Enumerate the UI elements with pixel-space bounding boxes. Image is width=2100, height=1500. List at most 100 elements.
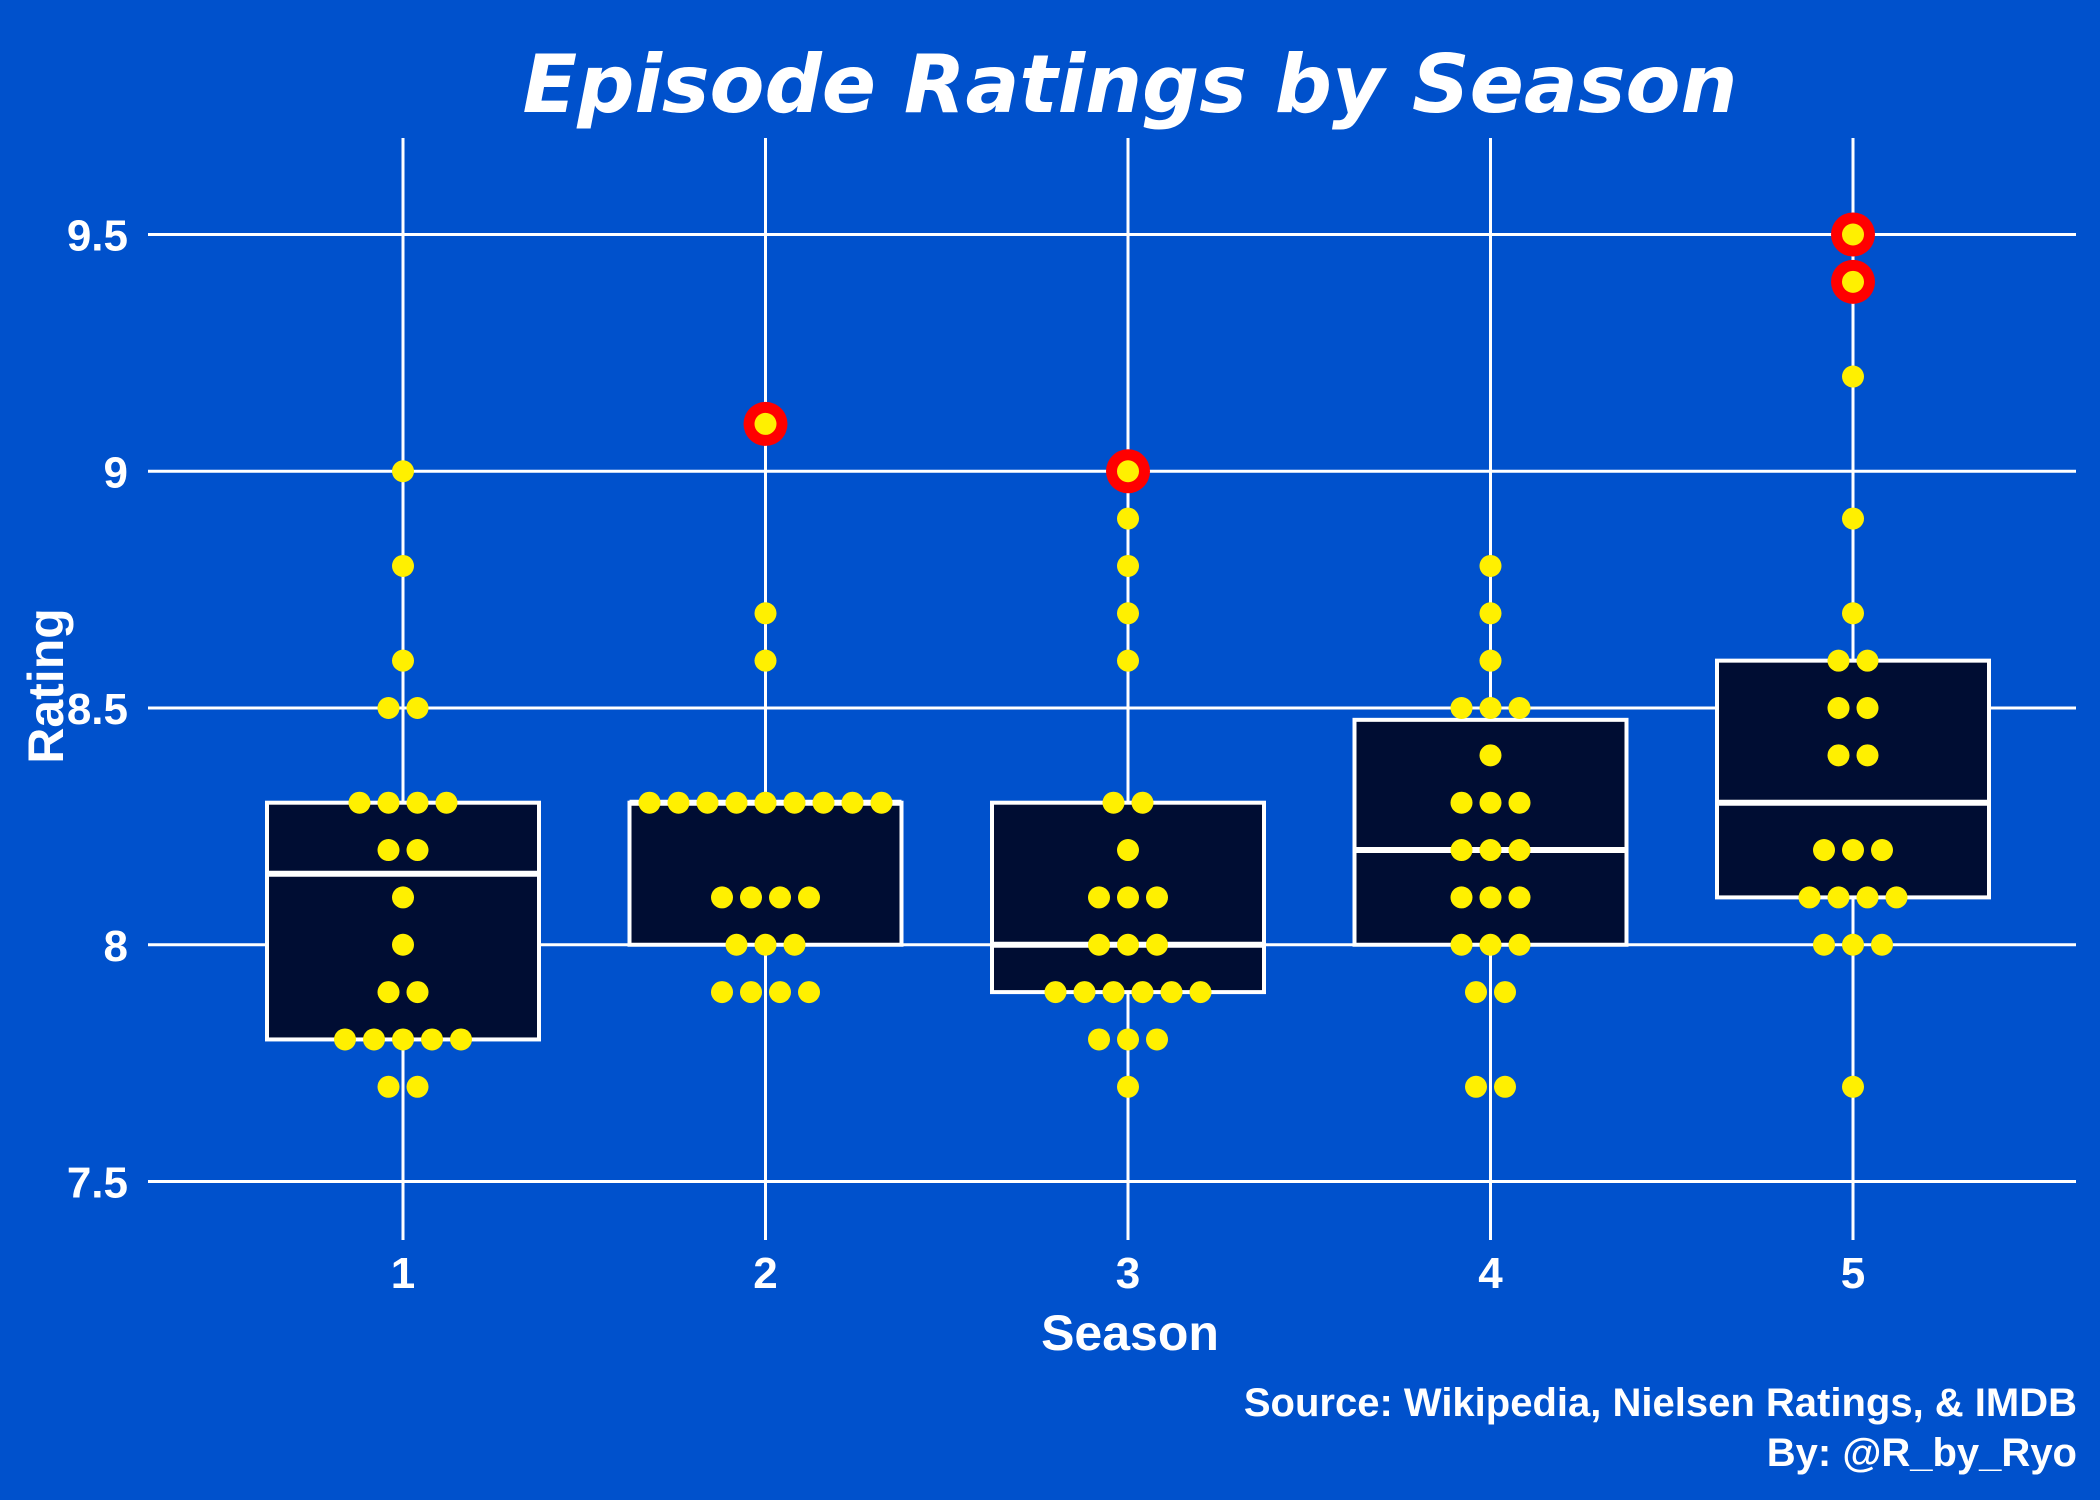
rating-point bbox=[1842, 1075, 1864, 1098]
rating-point bbox=[1450, 886, 1473, 909]
rating-point bbox=[1813, 839, 1835, 862]
rating-point bbox=[1479, 697, 1502, 719]
rating-point bbox=[1842, 933, 1864, 956]
caption-source: Source: Wikipedia, Nielsen Ratings, & IM… bbox=[1244, 1381, 2077, 1425]
x-tick-label: 3 bbox=[1116, 1249, 1140, 1298]
rating-point bbox=[392, 554, 414, 577]
rating-point bbox=[1450, 697, 1473, 719]
rating-point bbox=[812, 791, 835, 814]
rating-point bbox=[406, 697, 429, 719]
rating-point bbox=[406, 1075, 429, 1098]
rating-point bbox=[406, 839, 429, 862]
rating-point bbox=[754, 933, 777, 956]
rating-point bbox=[1856, 649, 1879, 672]
rating-point bbox=[1479, 886, 1502, 909]
rating-point bbox=[783, 933, 806, 956]
rating-point bbox=[783, 791, 806, 814]
rating-point bbox=[754, 649, 777, 672]
rating-point bbox=[1131, 791, 1154, 814]
rating-point bbox=[1131, 981, 1154, 1004]
rating-point bbox=[798, 886, 820, 909]
rating-point bbox=[1479, 839, 1502, 862]
rating-point bbox=[1842, 507, 1864, 530]
rating-point bbox=[377, 981, 400, 1004]
rating-point bbox=[1088, 1028, 1110, 1051]
rating-point bbox=[1102, 791, 1125, 814]
box-season-4 bbox=[1352, 565, 1629, 1087]
rating-point bbox=[725, 791, 748, 814]
rating-point bbox=[1450, 791, 1473, 814]
box-iqr bbox=[627, 800, 904, 947]
y-tick-label: 8.5 bbox=[67, 685, 128, 734]
rating-point bbox=[1117, 933, 1139, 956]
rating-point bbox=[377, 791, 400, 814]
rating-point bbox=[1044, 981, 1067, 1004]
rating-point bbox=[1856, 886, 1879, 909]
rating-point bbox=[1465, 981, 1487, 1004]
rating-point bbox=[1842, 223, 1864, 246]
rating-point bbox=[769, 886, 791, 909]
rating-point bbox=[392, 1028, 414, 1051]
y-axis-title: Rating bbox=[18, 608, 74, 764]
rating-point bbox=[1508, 791, 1531, 814]
rating-point bbox=[1798, 886, 1821, 909]
box-season-1 bbox=[265, 471, 541, 1087]
rating-point bbox=[1827, 649, 1850, 672]
y-tick-label: 9 bbox=[104, 448, 128, 497]
rating-point bbox=[1479, 933, 1502, 956]
rating-point bbox=[667, 791, 690, 814]
rating-point bbox=[1508, 933, 1531, 956]
rating-point bbox=[363, 1028, 385, 1051]
y-tick-label: 8 bbox=[104, 922, 128, 971]
rating-point bbox=[1842, 365, 1864, 388]
rating-point bbox=[435, 791, 458, 814]
rating-point bbox=[798, 981, 820, 1004]
box-iqr bbox=[1715, 658, 1991, 900]
rating-point bbox=[740, 886, 762, 909]
rating-point bbox=[406, 981, 429, 1004]
rating-point bbox=[1146, 933, 1168, 956]
y-tick-label: 9.5 bbox=[67, 212, 128, 261]
rating-point bbox=[1827, 697, 1850, 719]
rating-point bbox=[1479, 744, 1502, 767]
rating-point bbox=[1073, 981, 1096, 1004]
rating-point bbox=[1117, 886, 1139, 909]
rating-point bbox=[711, 981, 733, 1004]
rating-point bbox=[1117, 460, 1139, 483]
rating-point bbox=[1117, 507, 1139, 530]
rating-point bbox=[870, 791, 893, 814]
rating-point bbox=[392, 886, 414, 909]
rating-point bbox=[1102, 981, 1125, 1004]
points bbox=[334, 212, 1908, 1098]
rating-point bbox=[1465, 1075, 1487, 1098]
rating-point bbox=[1450, 933, 1473, 956]
tick-labels: 7.5 8 8.5 9 9.5 1 2 3 4 5 bbox=[67, 212, 1865, 1299]
rating-point bbox=[1160, 981, 1183, 1004]
rating-point bbox=[711, 886, 733, 909]
rating-point bbox=[696, 791, 719, 814]
rating-point bbox=[1508, 886, 1531, 909]
rating-point bbox=[1450, 839, 1473, 862]
rating-point bbox=[1189, 981, 1212, 1004]
rating-point bbox=[1146, 886, 1168, 909]
rating-point bbox=[1885, 886, 1908, 909]
rating-point bbox=[377, 839, 400, 862]
rating-point bbox=[1871, 839, 1893, 862]
rating-point bbox=[1871, 933, 1893, 956]
rating-point bbox=[1479, 791, 1502, 814]
rating-point bbox=[1088, 933, 1110, 956]
rating-point bbox=[1842, 839, 1864, 862]
rating-point bbox=[1494, 981, 1516, 1004]
rating-point bbox=[1117, 839, 1139, 862]
x-tick-label: 2 bbox=[753, 1249, 777, 1298]
y-tick-label: 7.5 bbox=[67, 1159, 128, 1208]
rating-point bbox=[769, 981, 791, 1004]
rating-point bbox=[450, 1028, 472, 1051]
rating-point bbox=[725, 933, 748, 956]
rating-point bbox=[740, 981, 762, 1004]
rating-point bbox=[421, 1028, 443, 1051]
rating-point bbox=[406, 791, 429, 814]
rating-point bbox=[841, 791, 864, 814]
x-tick-label: 1 bbox=[391, 1249, 415, 1298]
